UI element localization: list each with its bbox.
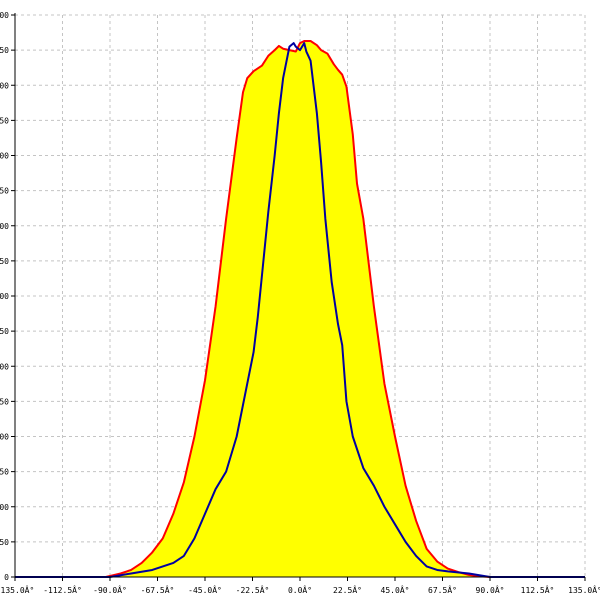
x-tick-label: 45.0Â°: [381, 584, 410, 595]
x-tick-label: 0.0Â°: [288, 584, 312, 595]
y-tick-label: 300: [0, 362, 9, 371]
y-tick-label: 700: [0, 81, 9, 90]
y-tick-label: 100: [0, 503, 9, 512]
series-0-line: [15, 39, 585, 578]
x-tick-label: -67.5Â°: [141, 584, 175, 595]
x-tick-label: 135.0Â°: [568, 584, 600, 595]
x-tick-label: 112.5Â°: [521, 584, 555, 595]
y-tick-label: 600: [0, 152, 9, 161]
label-layer: 0 50 100 150 200 250 300 350 400 450 500 550 600 650 7…: [0, 11, 600, 595]
y-tick-label: 200: [0, 433, 9, 442]
x-tick-label: -45.0Â°: [188, 584, 222, 595]
y-tick-label: 450: [0, 257, 9, 266]
y-tick-label: 550: [0, 187, 9, 196]
y-tick-label: 750: [0, 46, 9, 55]
x-tick-label: -112.5Â°: [43, 584, 82, 595]
y-tick-label: 350: [0, 327, 9, 336]
y-tick-label: 0: [4, 573, 9, 582]
y-tick-label: 150: [0, 468, 9, 477]
y-tick-label: 400: [0, 292, 9, 301]
x-tick-label: -135.0Â°: [0, 584, 34, 595]
x-tick-label: -22.5Â°: [236, 584, 270, 595]
axis-layer: [11, 13, 586, 581]
x-tick-label: 22.5Â°: [333, 584, 362, 595]
y-tick-label: 250: [0, 397, 9, 406]
y-tick-label: 50: [0, 538, 9, 547]
y-tick-label: 500: [0, 222, 9, 231]
series-0-area: [15, 40, 585, 578]
x-tick-label: 90.0Â°: [476, 584, 505, 595]
y-tick-label: 800: [0, 11, 9, 20]
series-layer: [15, 39, 585, 578]
x-tick-label: -90.0Â°: [93, 584, 127, 595]
x-tick-label: 67.5Â°: [428, 584, 457, 595]
series-1-line: [15, 42, 585, 578]
y-tick-label: 650: [0, 116, 9, 125]
